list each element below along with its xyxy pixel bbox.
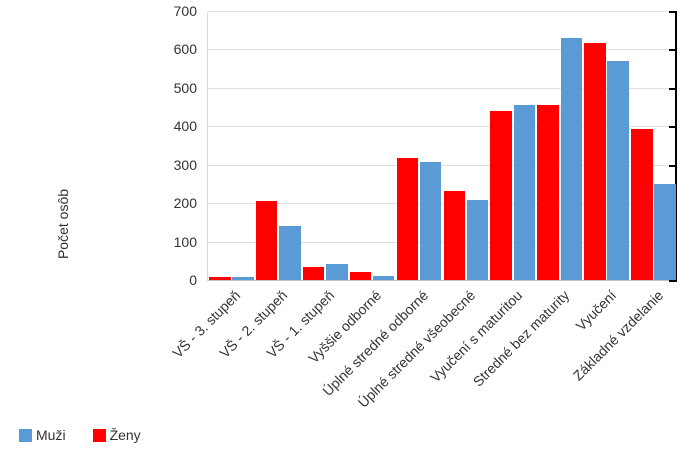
legend-item-muzi: Muži: [19, 427, 66, 443]
gridline: [208, 241, 677, 243]
bar-muži-4: [372, 276, 395, 280]
y-tick-label: 300: [173, 156, 197, 173]
bar-muži-2: [279, 226, 301, 280]
x-axis-line: [208, 280, 677, 281]
bar-muži-7: [513, 105, 536, 280]
legend-swatch: [19, 428, 32, 442]
y-tick-label: 500: [173, 79, 197, 96]
bar-ženy-2: [255, 201, 278, 280]
bar-muži-3: [326, 263, 348, 280]
bar-ženy-10: [631, 129, 653, 280]
right-axis-tick: [669, 87, 677, 90]
right-axis-tick: [669, 280, 677, 282]
right-axis-tick: [669, 126, 677, 129]
right-axis-line: [675, 12, 677, 281]
gridline: [208, 87, 677, 89]
right-axis-tick: [669, 164, 677, 167]
right-axis-tick: [669, 11, 677, 13]
gridline: [208, 11, 677, 12]
y-axis-title: Počet osôb: [55, 188, 71, 260]
bar-muži-1: [232, 277, 254, 280]
gridline: [208, 49, 677, 51]
y-tick-label: 700: [173, 3, 197, 19]
bar-ženy-7: [490, 110, 512, 280]
legend-swatch: [92, 428, 106, 442]
bar-muži-6: [466, 200, 489, 280]
legend-item-zeny: Ženy: [92, 427, 141, 443]
bar-muži-10: [654, 183, 676, 280]
plot-area: [207, 11, 677, 282]
bar-muži-5: [419, 162, 442, 280]
right-axis-tick: [669, 49, 677, 52]
y-tick-label: 0: [189, 272, 197, 288]
bar-ženy-6: [443, 190, 465, 280]
bar-ženy-9: [584, 42, 606, 280]
bar-muži-8: [560, 37, 582, 280]
legend-label: Muži: [36, 427, 66, 443]
legend: Muži Ženy: [19, 427, 141, 443]
bar-muži-9: [607, 61, 629, 280]
bar-ženy-8: [537, 105, 559, 280]
bar-ženy-4: [349, 271, 372, 280]
y-tick-label: 200: [173, 195, 197, 212]
y-tick-label: 600: [173, 41, 197, 58]
gridline: [208, 126, 677, 128]
bar-ženy-3: [302, 267, 325, 280]
gridline: [208, 164, 677, 166]
bar-ženy-5: [396, 157, 419, 280]
legend-label: Ženy: [109, 427, 141, 443]
y-tick-label: 100: [173, 233, 197, 250]
y-tick-label: 400: [173, 118, 197, 135]
bar-ženy-1: [209, 276, 231, 280]
gridline: [208, 203, 677, 205]
